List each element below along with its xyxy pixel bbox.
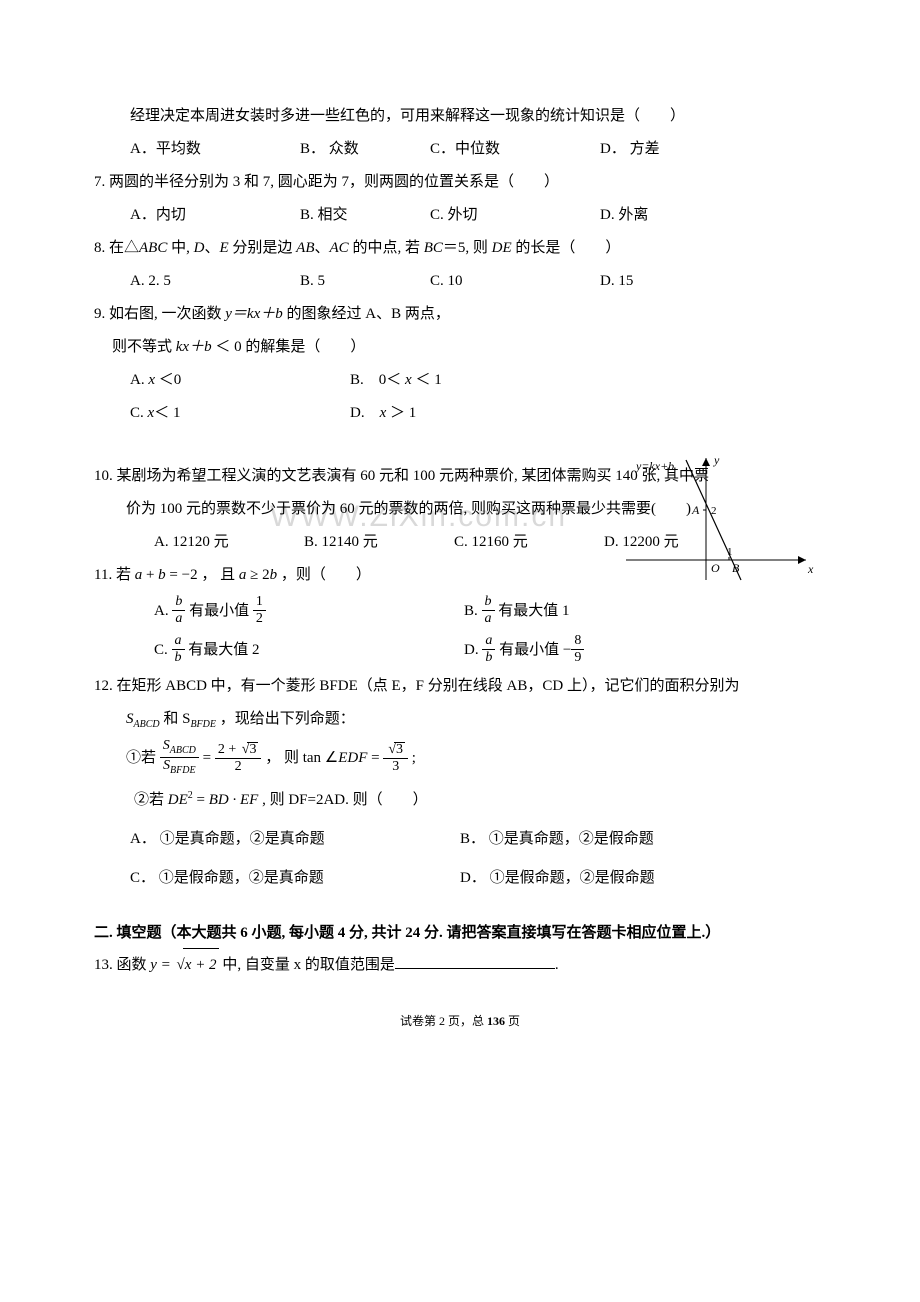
q13-stem: 13. 函数 y = x + 2 中, 自变量 x 的取值范围是. xyxy=(94,948,826,982)
q7-stem: 7. 两圆的半径分别为 3 和 7, 圆心距为 7，则两圆的位置关系是（ ） xyxy=(94,166,826,199)
q9-graph: x y O 1 2 A B y=kx+b xyxy=(616,450,816,590)
svg-text:y=kx+b: y=kx+b xyxy=(635,459,674,473)
svg-text:1: 1 xyxy=(727,546,733,558)
q7-opt-d: D. 外离 xyxy=(600,199,648,232)
q10-opt-a: A. 12120 元 xyxy=(154,526,304,559)
q9-options-2: C. x＜ 1 D. x ＞ 1 xyxy=(94,397,826,430)
q8-opt-c: C. 10 xyxy=(430,265,600,298)
q11-opt-c: C. ab 有最大值 2 xyxy=(154,631,464,670)
q6-opt-a: A．平均数 xyxy=(130,133,300,166)
q8-stem: 8. 在△ABC 中, D、E 分别是边 AB、AC 的中点, 若 BC＝5, … xyxy=(94,232,826,265)
q11-opt-d: D. ab 有最小值 −89 xyxy=(464,631,584,670)
svg-text:y: y xyxy=(713,453,720,467)
page-footer: 试卷第 2 页，总 136 页 xyxy=(94,982,826,1029)
q9-opt-c: C. x＜ 1 xyxy=(130,397,350,430)
q10-opt-c: C. 12160 元 xyxy=(454,526,604,559)
q12-options-2: C． ①是假命题，②是真命题 D． ①是假命题，②是假命题 xyxy=(94,859,826,898)
q6-stem: 经理决定本周进女装时多进一些红色的，可用来解释这一现象的统计知识是（ ） xyxy=(94,100,826,133)
q9-opt-a: A. x x ＜0＜0 xyxy=(130,364,350,397)
q9-block: 9. 如右图, 一次函数 y＝kx＋b 的图象经过 A、B 两点， 则不等式 k… xyxy=(94,298,826,430)
q8-opt-d: D. 15 xyxy=(600,265,633,298)
q12-prop1: ①若 SABCD SBFDE = 2 + 3 2 ， 则 tan ∠EDF = … xyxy=(94,736,826,781)
q7-options: A．内切 B. 相交 C. 外切 D. 外离 xyxy=(94,199,826,232)
q9-options-1: A. x x ＜0＜0 B. 0＜ x ＜ 1 xyxy=(94,364,826,397)
q9-opt-d: D. x ＞ 1 xyxy=(350,397,416,430)
q11-options-2: C. ab 有最大值 2 D. ab 有最小值 −89 xyxy=(94,631,826,670)
q7-opt-b: B. 相交 xyxy=(300,199,430,232)
svg-text:O: O xyxy=(711,561,720,575)
q8-opt-a: A. 2. 5 xyxy=(130,265,300,298)
q12-prop2: ②若 DE2 = BD · EF , 则 DF=2AD. 则（ ） xyxy=(94,781,826,820)
svg-text:2: 2 xyxy=(711,505,717,517)
q6-opt-b: B． 众数 xyxy=(300,133,430,166)
q6-opt-d: D． 方差 xyxy=(600,133,660,166)
q6-options: A．平均数 B． 众数 C．中位数 D． 方差 xyxy=(94,133,826,166)
q11-opt-b: B. ba 有最大值 1 xyxy=(464,592,570,631)
q12-stem-1: 12. 在矩形 ABCD 中，有一个菱形 BFDE（点 E，F 分别在线段 AB… xyxy=(94,670,826,703)
q9-stem-1: 9. 如右图, 一次函数 y＝kx＋b 的图象经过 A、B 两点， xyxy=(94,298,826,331)
svg-text:x: x xyxy=(807,562,814,576)
section2-heading: 二. 填空题（本大题共 6 小题, 每小题 4 分, 共计 24 分. 请把答案… xyxy=(94,918,826,948)
q12-options-1: A． ①是真命题，②是真命题 B． ①是真命题，②是假命题 xyxy=(94,820,826,859)
q9-stem-2: 则不等式 kx＋b ＜ 0 的解集是（ ） xyxy=(94,331,826,364)
q9-opt-b: B. 0＜ x ＜ 1 xyxy=(350,364,442,397)
q12-opt-b: B． ①是真命题，②是假命题 xyxy=(460,820,654,859)
q12-opt-c: C． ①是假命题，②是真命题 xyxy=(130,859,460,898)
q8-options: A. 2. 5 B. 5 C. 10 D. 15 xyxy=(94,265,826,298)
q13-blank xyxy=(395,954,555,969)
content-body: 经理决定本周进女装时多进一些红色的，可用来解释这一现象的统计知识是（ ） A．平… xyxy=(94,100,826,1029)
q12-opt-a: A． ①是真命题，②是真命题 xyxy=(130,820,460,859)
q11-opt-a: A. ba 有最小值 12 xyxy=(154,592,464,631)
svg-text:A: A xyxy=(691,503,700,517)
q7-opt-c: C. 外切 xyxy=(430,199,600,232)
q11-options-1: A. ba 有最小值 12 B. ba 有最大值 1 xyxy=(94,592,826,631)
q12-opt-d: D． ①是假命题，②是假命题 xyxy=(460,859,655,898)
q8-opt-b: B. 5 xyxy=(300,265,430,298)
svg-text:B: B xyxy=(732,561,740,575)
q7-opt-a: A．内切 xyxy=(130,199,300,232)
q10-opt-b: B. 12140 元 xyxy=(304,526,454,559)
q12-stem-2: SABCD 和 SBFDE ，现给出下列命题： xyxy=(94,703,826,736)
q6-opt-c: C．中位数 xyxy=(430,133,600,166)
